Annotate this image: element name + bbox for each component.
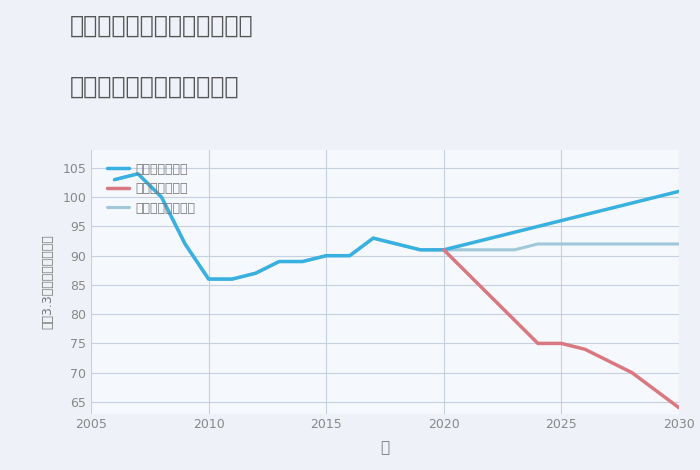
Text: 三重県桑名市多度町上之郷の: 三重県桑名市多度町上之郷の — [70, 14, 253, 38]
グッドシナリオ — [204, 276, 213, 282]
ノーマルシナリオ — [322, 253, 330, 258]
グッドシナリオ — [416, 247, 424, 253]
グッドシナリオ — [557, 218, 566, 223]
ノーマルシナリオ — [510, 247, 519, 253]
バッドシナリオ — [463, 270, 472, 276]
ノーマルシナリオ — [204, 276, 213, 282]
ノーマルシナリオ — [533, 241, 542, 247]
ノーマルシナリオ — [628, 241, 636, 247]
グッドシナリオ — [111, 177, 119, 182]
バッドシナリオ — [675, 405, 683, 411]
Text: 中古マンションの価格推移: 中古マンションの価格推移 — [70, 75, 239, 99]
X-axis label: 年: 年 — [380, 440, 390, 455]
ノーマルシナリオ — [440, 247, 448, 253]
グッドシナリオ — [533, 224, 542, 229]
グッドシナリオ — [651, 195, 659, 200]
ノーマルシナリオ — [134, 171, 142, 177]
グッドシナリオ — [275, 258, 284, 264]
バッドシナリオ — [510, 317, 519, 323]
グッドシナリオ — [604, 206, 612, 212]
グッドシナリオ — [510, 229, 519, 235]
Y-axis label: 坪（3.3㎡）単価（万円）: 坪（3.3㎡）単価（万円） — [41, 235, 54, 329]
バッドシナリオ — [486, 294, 495, 299]
グッドシナリオ — [369, 235, 377, 241]
ノーマルシナリオ — [604, 241, 612, 247]
バッドシナリオ — [581, 346, 589, 352]
バッドシナリオ — [533, 341, 542, 346]
グッドシナリオ — [251, 270, 260, 276]
バッドシナリオ — [557, 341, 566, 346]
ノーマルシナリオ — [463, 247, 472, 253]
バッドシナリオ — [440, 247, 448, 253]
グッドシナリオ — [134, 171, 142, 177]
ノーマルシナリオ — [228, 276, 237, 282]
ノーマルシナリオ — [675, 241, 683, 247]
Legend: グッドシナリオ, バッドシナリオ, ノーマルシナリオ: グッドシナリオ, バッドシナリオ, ノーマルシナリオ — [103, 159, 200, 218]
Line: ノーマルシナリオ: ノーマルシナリオ — [115, 174, 679, 279]
Line: グッドシナリオ: グッドシナリオ — [115, 174, 679, 279]
グッドシナリオ — [298, 258, 307, 264]
グッドシナリオ — [486, 235, 495, 241]
Line: バッドシナリオ: バッドシナリオ — [444, 250, 679, 408]
バッドシナリオ — [628, 370, 636, 376]
グッドシナリオ — [158, 195, 166, 200]
ノーマルシナリオ — [158, 195, 166, 200]
ノーマルシナリオ — [251, 270, 260, 276]
ノーマルシナリオ — [416, 247, 424, 253]
グッドシナリオ — [675, 188, 683, 194]
ノーマルシナリオ — [275, 258, 284, 264]
グッドシナリオ — [581, 212, 589, 218]
ノーマルシナリオ — [111, 177, 119, 182]
ノーマルシナリオ — [298, 258, 307, 264]
グッドシナリオ — [228, 276, 237, 282]
ノーマルシナリオ — [651, 241, 659, 247]
ノーマルシナリオ — [557, 241, 566, 247]
グッドシナリオ — [463, 241, 472, 247]
グッドシナリオ — [628, 200, 636, 206]
グッドシナリオ — [322, 253, 330, 258]
バッドシナリオ — [651, 387, 659, 393]
ノーマルシナリオ — [181, 241, 189, 247]
グッドシナリオ — [440, 247, 448, 253]
グッドシナリオ — [393, 241, 401, 247]
グッドシナリオ — [181, 241, 189, 247]
ノーマルシナリオ — [369, 235, 377, 241]
ノーマルシナリオ — [346, 253, 354, 258]
ノーマルシナリオ — [486, 247, 495, 253]
グッドシナリオ — [346, 253, 354, 258]
ノーマルシナリオ — [581, 241, 589, 247]
ノーマルシナリオ — [393, 241, 401, 247]
バッドシナリオ — [604, 358, 612, 364]
